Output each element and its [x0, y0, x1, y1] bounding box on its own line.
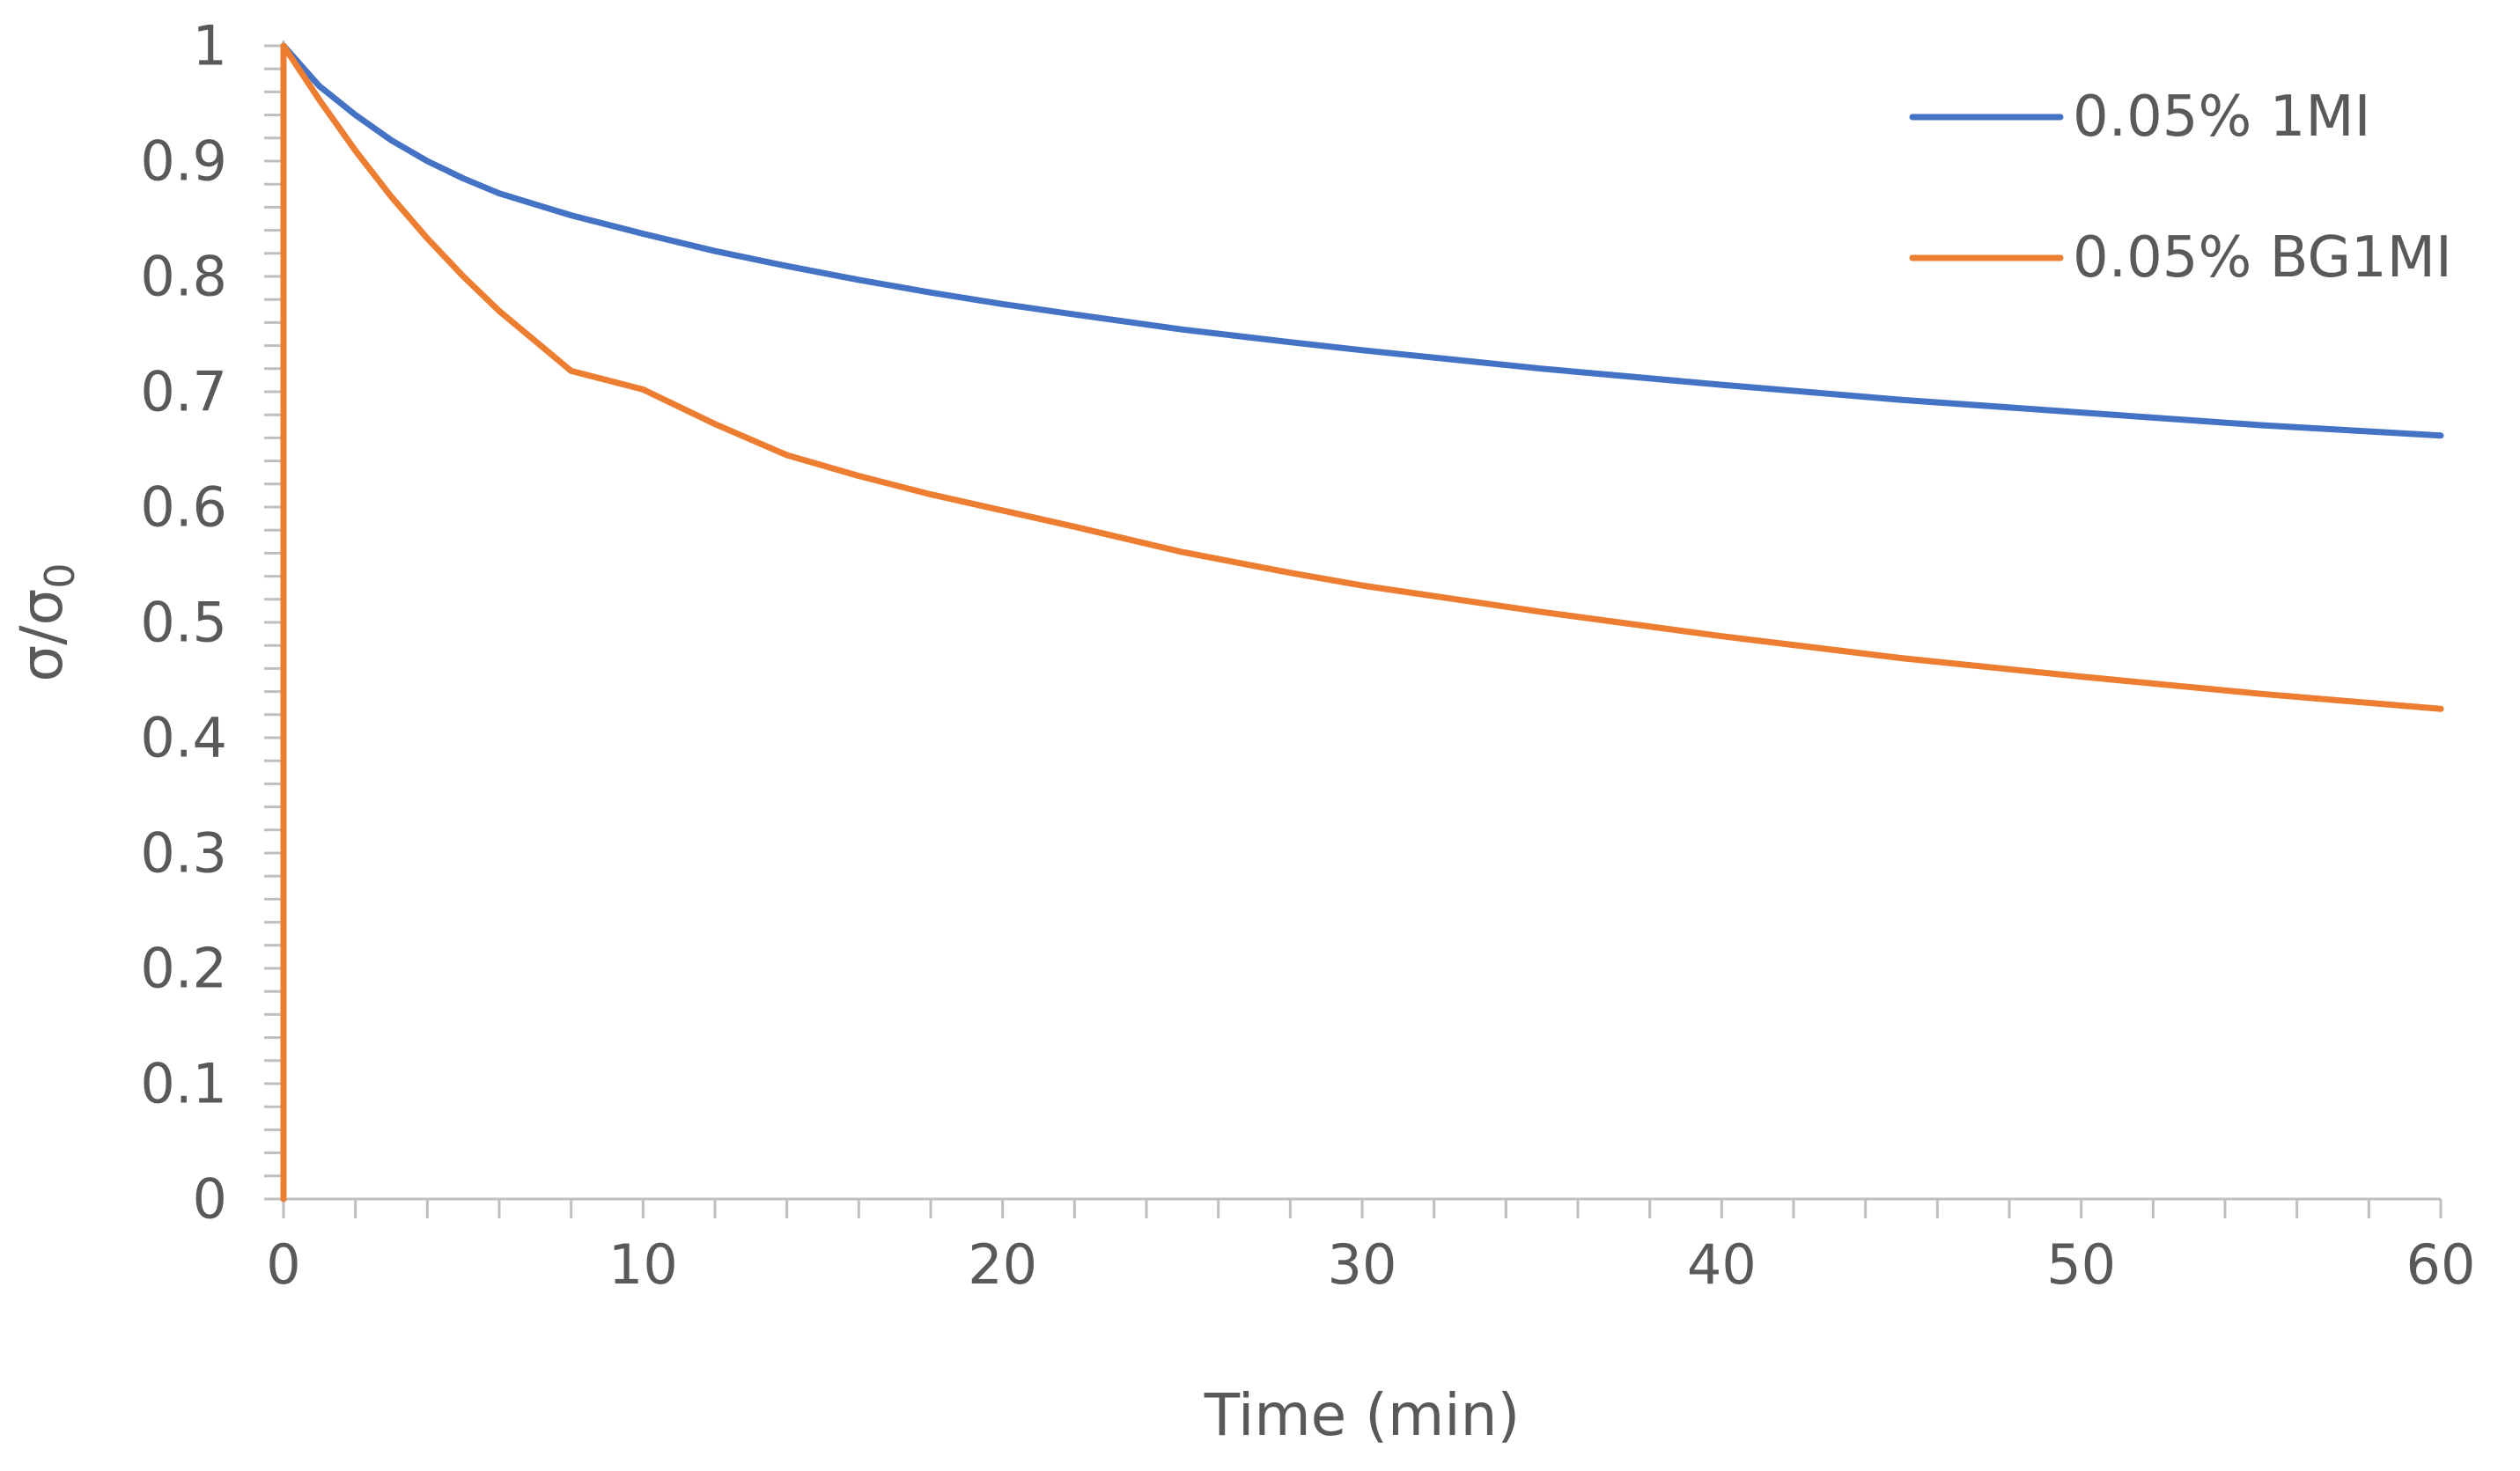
series-line-1: [280, 42, 2444, 1203]
series-layer: [280, 42, 2444, 1203]
x-axis-title: Time (min): [1204, 1381, 1520, 1449]
legend-label: 0.05% 1MI: [2073, 85, 2370, 150]
legend: 0.05% 1MI 0.05% BG1MI: [1909, 85, 2452, 291]
x-tick-label: 20: [968, 1232, 1037, 1297]
y-tick-label: 0.5: [140, 591, 227, 655]
y-tick-label: 0.1: [140, 1052, 227, 1116]
x-tick-label: 10: [608, 1232, 678, 1297]
y-tick-label: 0.9: [140, 129, 227, 194]
y-axis-title: σ/σ0: [8, 563, 84, 681]
y-tick-label: 0.2: [140, 937, 227, 1001]
series-line-2: [280, 42, 2444, 1203]
y-axis-title-base: σ/σ: [8, 589, 76, 682]
x-tick-label: 0: [266, 1232, 300, 1297]
legend-entry-2: 0.05% BG1MI: [1909, 225, 2452, 291]
x-tick-label: 40: [1687, 1232, 1757, 1297]
y-tick-label: 0.8: [140, 245, 227, 309]
legend-entry-1: 0.05% 1MI: [1909, 85, 2370, 150]
x-tick-label: 60: [2406, 1232, 2476, 1297]
x-tick-label: 50: [2046, 1232, 2116, 1297]
y-tick-label: 0.4: [140, 706, 227, 770]
legend-label: 0.05% BG1MI: [2073, 225, 2452, 291]
x-tick-label: 30: [1328, 1232, 1397, 1297]
y-axis-title-subscript: 0: [36, 563, 84, 588]
axes-layer: 00.10.20.30.40.50.60.70.80.910 10 20 30 40 50…: [8, 14, 2475, 1450]
y-tick-label: 0: [193, 1167, 227, 1232]
y-tick-label: 0.3: [140, 821, 227, 886]
y-tick-label: 1: [193, 14, 227, 78]
y-tick-label: 0.6: [140, 475, 227, 540]
y-tick-label: 0.7: [140, 360, 227, 424]
